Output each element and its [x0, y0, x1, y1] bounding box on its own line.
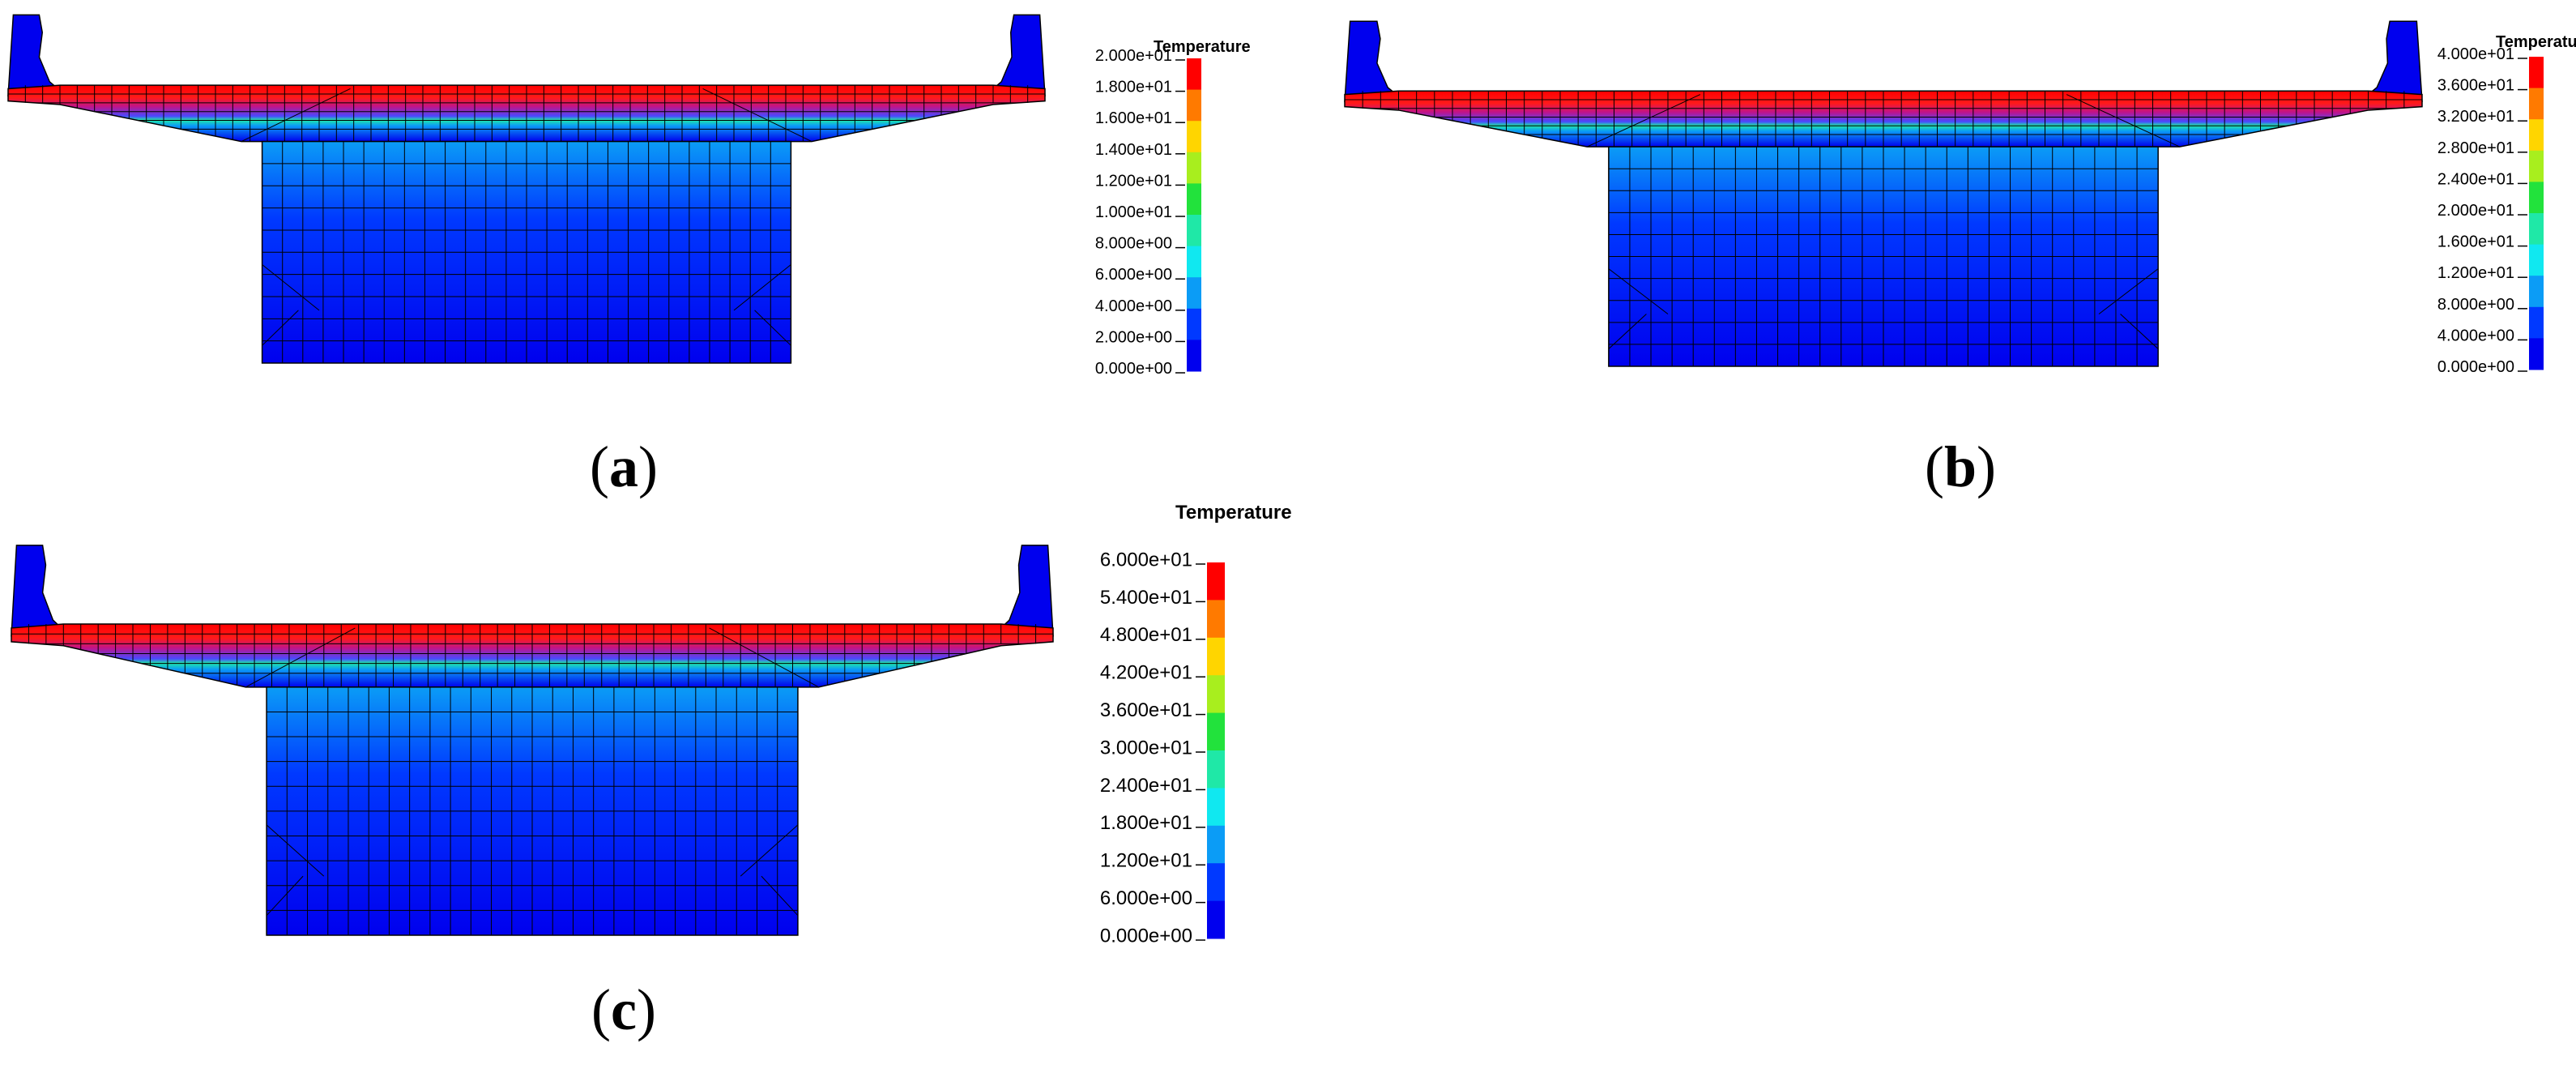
- legend-swatch: [1187, 246, 1201, 278]
- legend-tick-label: 6.000e+00: [1095, 266, 1172, 284]
- bridge-cross-section: [11, 545, 1054, 936]
- legend-swatch: [2529, 338, 2544, 370]
- panel-c-canvas: Temperature 6.000e+01 5.400e+01 4.800e+01 4.…: [11, 502, 1292, 1042]
- left-barrier: [1344, 20, 1398, 103]
- left-barrier: [11, 545, 63, 637]
- legend-tick-label: 6.000e+00: [1100, 887, 1192, 909]
- legend-swatch: [1207, 863, 1225, 902]
- legend-swatch: [1207, 900, 1225, 939]
- legend-tick-label: 4.000e+00: [1095, 297, 1172, 315]
- legend-tick-label: 2.000e+00: [1095, 328, 1172, 346]
- legend-tick-label: 4.800e+01: [1100, 624, 1192, 646]
- caption-b: (b): [1925, 434, 1996, 499]
- legend-swatch: [1207, 562, 1225, 601]
- legend-swatch: [1207, 712, 1225, 751]
- legend-tick-label: 6.000e+01: [1100, 549, 1192, 571]
- bridge-cross-section: [7, 14, 1046, 364]
- right-barrier: [2366, 20, 2423, 103]
- legend-swatch: [1207, 675, 1225, 714]
- legend-swatch: [1207, 750, 1225, 789]
- legend-tick-label: 0.000e+00: [1095, 360, 1172, 378]
- legend-swatch: [1187, 340, 1201, 372]
- legend-swatch: [1187, 308, 1201, 340]
- caption-c: (c): [591, 977, 656, 1042]
- legend-tick-label: 4.000e+00: [2437, 327, 2514, 344]
- legend-swatch: [2529, 57, 2544, 89]
- legend-tick-label: 4.200e+01: [1100, 662, 1192, 684]
- legend-tick-label: 2.800e+01: [2437, 139, 2514, 157]
- legend-tick-label: 2.000e+01: [1095, 47, 1172, 65]
- legend-swatch: [2529, 244, 2544, 276]
- legend-tick-label: 4.000e+01: [2437, 45, 2514, 63]
- legend-swatch: [1187, 183, 1201, 216]
- legend-tick-label: 3.600e+01: [1100, 699, 1192, 721]
- caption-a: (a): [590, 434, 658, 499]
- legend-tick-label: 2.000e+01: [2437, 202, 2514, 220]
- legend-title: Temperature: [1175, 502, 1292, 524]
- bridge-cross-section: [1344, 20, 2423, 367]
- legend-tick-label: 3.600e+01: [2437, 77, 2514, 95]
- legend-swatch: [2529, 306, 2544, 339]
- panel-b-canvas: Temperature4.000e+01 3.600e+01 3.200e+01 2.…: [1344, 20, 2576, 499]
- legend-swatch: [2529, 119, 2544, 152]
- legend-tick-label: 5.400e+01: [1100, 587, 1192, 609]
- legend-swatch: [1187, 89, 1201, 122]
- legend-swatch: [1207, 825, 1225, 864]
- legend-tick-label: 3.000e+01: [1100, 737, 1192, 759]
- legend-tick-label: 1.200e+01: [1095, 172, 1172, 190]
- legend-tick-label: 2.400e+01: [1100, 775, 1192, 797]
- panel-b: Temperature4.000e+01 3.600e+01 3.200e+01 2.…: [1288, 0, 2576, 536]
- legend-tick-label: 0.000e+00: [1100, 925, 1192, 947]
- legend-tick-label: 1.200e+01: [2437, 264, 2514, 282]
- legend-swatch: [2529, 88, 2544, 120]
- legend-tick-label: 1.600e+01: [2437, 233, 2514, 251]
- legend-tick-label: 3.200e+01: [2437, 108, 2514, 126]
- legend-title: Temperature: [2496, 33, 2576, 51]
- legend-tick-label: 8.000e+00: [1095, 235, 1172, 253]
- legend-swatch: [1187, 277, 1201, 310]
- legend-tick-label: 1.400e+01: [1095, 141, 1172, 159]
- legend-swatch: [2529, 276, 2544, 308]
- legend-swatch: [1187, 215, 1201, 247]
- legend-swatch: [2529, 182, 2544, 214]
- legend-swatch: [2529, 213, 2544, 246]
- legend-swatch: [1187, 121, 1201, 153]
- legend-swatch: [1187, 58, 1201, 91]
- legend-swatch: [1187, 152, 1201, 184]
- legend-swatch: [1207, 788, 1225, 827]
- legend-tick-label: 0.000e+00: [2437, 358, 2514, 376]
- right-barrier: [992, 14, 1046, 97]
- panel-c: Temperature 6.000e+01 5.400e+01 4.800e+01 4.…: [0, 502, 1292, 1073]
- left-barrier: [7, 14, 60, 97]
- right-barrier: [1000, 545, 1054, 637]
- legend-tick-label: 1.600e+01: [1095, 109, 1172, 127]
- legend-swatch: [1207, 600, 1225, 639]
- legend-swatch: [2529, 150, 2544, 182]
- legend-tick-label: 1.000e+01: [1095, 203, 1172, 221]
- legend-tick-label: 1.200e+01: [1100, 850, 1192, 872]
- legend-swatch: [1207, 637, 1225, 676]
- temperature-legend: Temperature 6.000e+01 5.400e+01 4.800e+01 4.…: [1100, 502, 1292, 947]
- temperature-legend: Temperature4.000e+01 3.600e+01 3.200e+01 2.…: [2437, 33, 2576, 376]
- legend-tick-label: 1.800e+01: [1095, 79, 1172, 96]
- legend-tick-label: 8.000e+00: [2437, 296, 2514, 314]
- legend-tick-label: 2.400e+01: [2437, 170, 2514, 188]
- legend-title: Temperature: [1154, 38, 1251, 56]
- legend-tick-label: 1.800e+01: [1100, 812, 1192, 834]
- panel-a: Temperature 2.000e+01 1.800e+01 1.600e+01 1.…: [0, 0, 1288, 536]
